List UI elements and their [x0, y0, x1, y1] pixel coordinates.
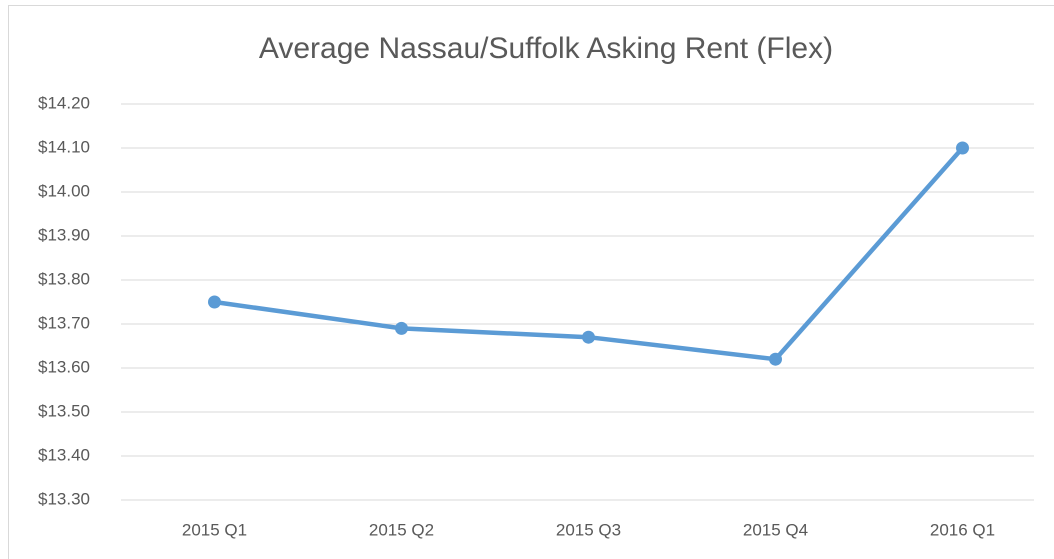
y-tick-label: $14.20	[38, 93, 90, 112]
y-tick-label: $13.70	[38, 313, 90, 332]
point-marker	[208, 295, 221, 309]
point-marker	[769, 352, 782, 366]
y-tick-label: $13.90	[38, 225, 90, 244]
chart-title: Average Nassau/Suffolk Asking Rent (Flex…	[259, 32, 833, 65]
y-tick-label: $13.80	[38, 269, 90, 288]
y-tick-label: $13.40	[38, 445, 90, 464]
x-tick-label: 2015 Q2	[369, 520, 434, 539]
point-marker	[956, 141, 969, 155]
point-marker	[395, 321, 408, 335]
y-tick-label: $13.50	[38, 401, 90, 420]
x-tick-label: 2015 Q1	[182, 520, 247, 539]
y-tick-label: $14.10	[38, 137, 90, 156]
y-tick-label: $13.60	[38, 357, 90, 376]
chart-area	[8, 5, 1054, 559]
point-marker	[582, 330, 595, 344]
x-tick-label: 2015 Q3	[556, 520, 621, 539]
x-tick-label: 2016 Q1	[930, 520, 995, 539]
y-tick-label: $13.30	[38, 489, 90, 508]
y-tick-label: $14.00	[38, 181, 90, 200]
x-tick-label: 2015 Q4	[743, 520, 808, 539]
